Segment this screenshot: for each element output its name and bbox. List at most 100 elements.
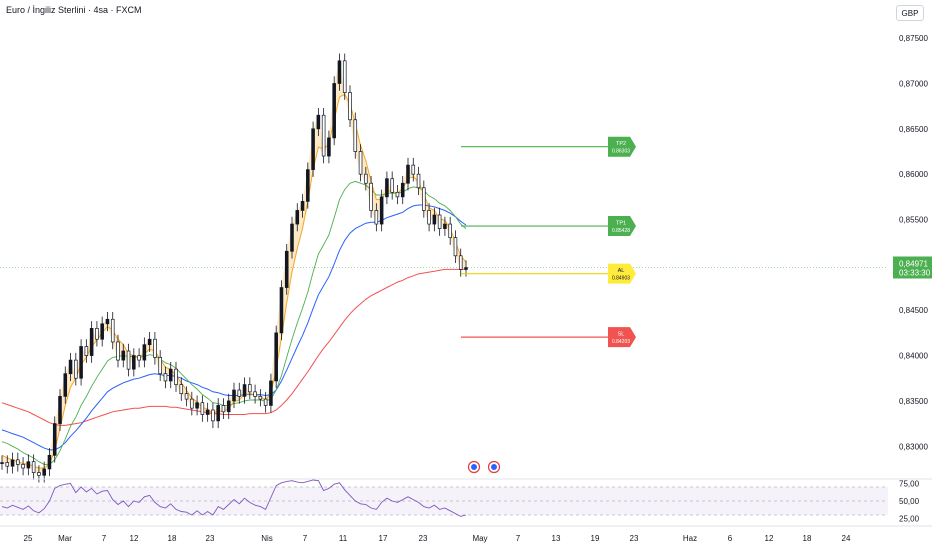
level-label-sl (608, 327, 636, 348)
level-value: 0.84203 (612, 339, 630, 345)
candle (52, 423, 57, 456)
candle (300, 201, 305, 211)
price-tick: 0,83000 (899, 442, 928, 451)
time-tick: May (472, 534, 487, 543)
candle (184, 393, 189, 400)
time-tick: 24 (842, 534, 851, 543)
candle (211, 409, 215, 422)
candle (358, 151, 363, 175)
candle (63, 373, 68, 397)
candle (406, 164, 410, 184)
currency-button[interactable]: GBP (896, 5, 924, 21)
ma-band (2, 60, 466, 476)
candle (295, 210, 300, 225)
rsi-line (1, 479, 467, 517)
candle (221, 405, 226, 413)
time-tick: 19 (591, 534, 600, 543)
candle (443, 223, 447, 229)
candle (422, 187, 426, 211)
time-tick: Nis (261, 534, 273, 543)
candle (26, 461, 31, 469)
candle (274, 332, 278, 382)
candle (31, 461, 36, 473)
rsi-pane: 75,00 50,00 25,00 (0, 478, 932, 524)
time-tick: 23 (419, 534, 428, 543)
candle (126, 350, 131, 370)
time-tick: Mar (58, 534, 72, 543)
candle (42, 468, 46, 476)
moving-averages (1, 60, 467, 476)
candle (464, 267, 468, 270)
candle (100, 323, 104, 340)
level-name: TP2 (616, 141, 626, 147)
candle (190, 398, 194, 409)
time-tick: 23 (630, 534, 639, 543)
time-tick: 13 (552, 534, 561, 543)
candle (416, 173, 421, 189)
level-name: SL (618, 332, 625, 338)
candle (390, 178, 394, 193)
countdown-value: 03:33:30 (899, 269, 931, 278)
time-tick: 18 (803, 534, 812, 543)
time-tick: 7 (102, 534, 107, 543)
candle (132, 355, 136, 370)
candle (432, 214, 437, 225)
current-price-value: 0,84971 (899, 260, 928, 269)
candle (21, 464, 25, 469)
candle (427, 210, 431, 225)
candle (369, 182, 373, 211)
price-tick: 0,86000 (899, 170, 928, 179)
candle (258, 396, 263, 400)
level-value: 0.86303 (612, 149, 630, 155)
candle (374, 210, 379, 225)
candle (232, 389, 236, 402)
price-series (0, 53, 468, 483)
candle (58, 396, 62, 424)
candle (79, 346, 83, 379)
candle (411, 164, 416, 175)
candle (379, 196, 384, 225)
candle (306, 169, 310, 202)
event-marker-dot (491, 464, 497, 470)
time-tick: Haz (683, 534, 697, 543)
candle (395, 191, 400, 198)
candle (226, 400, 231, 413)
candle (147, 338, 152, 346)
candle (253, 391, 257, 397)
candle (448, 223, 452, 239)
time-tick: 18 (168, 534, 177, 543)
price-tick: 0,86500 (899, 125, 928, 134)
candle (68, 359, 73, 375)
level-value: 0.84903 (612, 276, 630, 282)
candle (400, 182, 405, 198)
candle (205, 409, 210, 415)
candle (290, 223, 294, 252)
time-tick: 12 (130, 534, 139, 543)
ma-long-line (1, 204, 467, 451)
event-markers (467, 460, 501, 474)
candle (453, 237, 458, 257)
level-label-tp1 (608, 216, 636, 237)
candle (163, 373, 168, 382)
candle (242, 384, 247, 397)
candle (195, 402, 199, 409)
candle (95, 328, 99, 340)
chart-title: Euro / İngiliz Sterlini · 4sa · FXCM (6, 5, 142, 15)
rsi-tick: 25,00 (899, 515, 920, 524)
price-tick: 0,87500 (899, 34, 928, 43)
current-price-tag (893, 256, 932, 279)
candle (216, 405, 220, 422)
candle (248, 384, 252, 393)
time-tick: 12 (765, 534, 774, 543)
time-tick: 23 (206, 534, 215, 543)
price-tick: 0,84500 (899, 306, 928, 315)
candle (74, 359, 78, 379)
level-name: TP1 (616, 221, 626, 227)
candle (153, 338, 157, 358)
candle (458, 255, 463, 270)
candle (84, 346, 89, 356)
level-name: AL (618, 268, 625, 274)
price-tick: 0,83500 (899, 397, 928, 406)
ma-slow-line (1, 268, 466, 426)
